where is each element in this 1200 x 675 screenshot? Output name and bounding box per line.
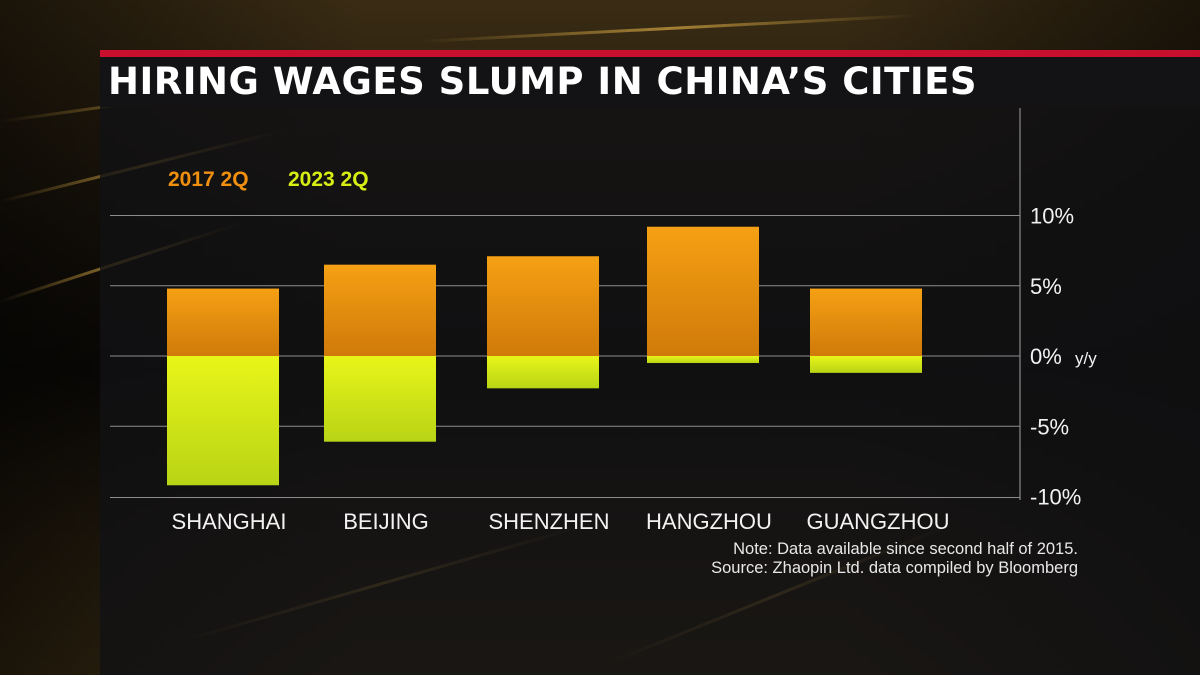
bar-shenzhen-2023: [487, 356, 599, 389]
bar-hangzhou-2023: [647, 356, 759, 364]
chart-title: HIRING WAGES SLUMP IN CHINA’S CITIES: [108, 60, 978, 103]
source-text: Source: Zhaopin Ltd. data compiled by Bl…: [711, 559, 1078, 577]
bar-hangzhou-2017: [647, 226, 759, 356]
y-tick-label: 10%: [1030, 204, 1074, 229]
x-category-label: SHENZHEN: [488, 509, 609, 534]
bar-guangzhou-2023: [810, 356, 922, 373]
bar-guangzhou-2017: [810, 288, 922, 356]
bar-shenzhen-2017: [487, 256, 599, 356]
y-tick-label: -10%: [1030, 485, 1081, 510]
accent-bar: [100, 50, 1200, 57]
x-category-label: BEIJING: [343, 509, 429, 534]
title-band: [100, 57, 1200, 107]
x-category-label: HANGZHOU: [646, 509, 772, 534]
y-axis-unit-label: y/y: [1075, 349, 1097, 368]
y-tick-label: 0%: [1030, 344, 1062, 369]
bar-beijing-2017: [324, 264, 436, 356]
legend-2017: 2017 2Q: [168, 168, 249, 191]
y-tick-label: 5%: [1030, 274, 1062, 299]
legend-2023: 2023 2Q: [288, 168, 369, 191]
chart-footnote: Note: Data available since second half o…: [640, 540, 1078, 578]
bar-shanghai-2023: [167, 356, 279, 486]
note-text: Note: Data available since second half o…: [733, 540, 1078, 558]
y-tick-label: -5%: [1030, 414, 1069, 439]
x-category-label: SHANGHAI: [172, 509, 287, 534]
bar-beijing-2023: [324, 356, 436, 442]
x-category-label: GUANGZHOU: [807, 509, 950, 534]
bar-shanghai-2017: [167, 288, 279, 356]
